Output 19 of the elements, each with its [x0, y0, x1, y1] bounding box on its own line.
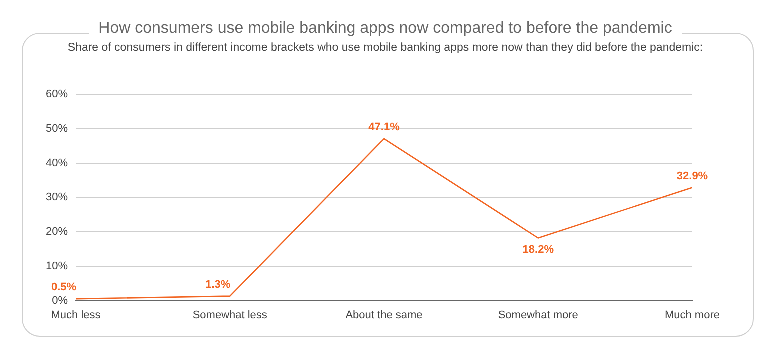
y-tick-label: 10%	[46, 260, 68, 272]
x-tick-label: Much more	[664, 309, 720, 322]
x-tick-label: Much less	[51, 309, 102, 322]
text: 0.5%	[51, 282, 77, 294]
x-tick-label: Somewhat less	[192, 309, 268, 322]
y-tick-label: 0%	[52, 294, 68, 307]
y-tick-label: 20%	[46, 226, 68, 238]
text: 47.1%	[368, 121, 400, 134]
text: 18.2%	[522, 244, 554, 256]
text: 1.3%	[206, 278, 231, 291]
x-tick-label: Somewhat more	[498, 309, 578, 322]
y-tick-label: 40%	[46, 157, 68, 170]
chart-subtitle: Share of consumers in different income brackets who use mobile banking apps more now than they did before the pandemic:	[66, 42, 704, 54]
y-tick-label: 50%	[46, 123, 68, 135]
text: 32.9%	[676, 170, 708, 182]
chart-title: How consumers use mobile banking apps now compared to before the pandemic	[88, 20, 682, 37]
y-tick-label: 30%	[46, 192, 68, 204]
y-tick-label: 60%	[46, 88, 68, 101]
x-tick-label: About the same	[346, 309, 423, 322]
